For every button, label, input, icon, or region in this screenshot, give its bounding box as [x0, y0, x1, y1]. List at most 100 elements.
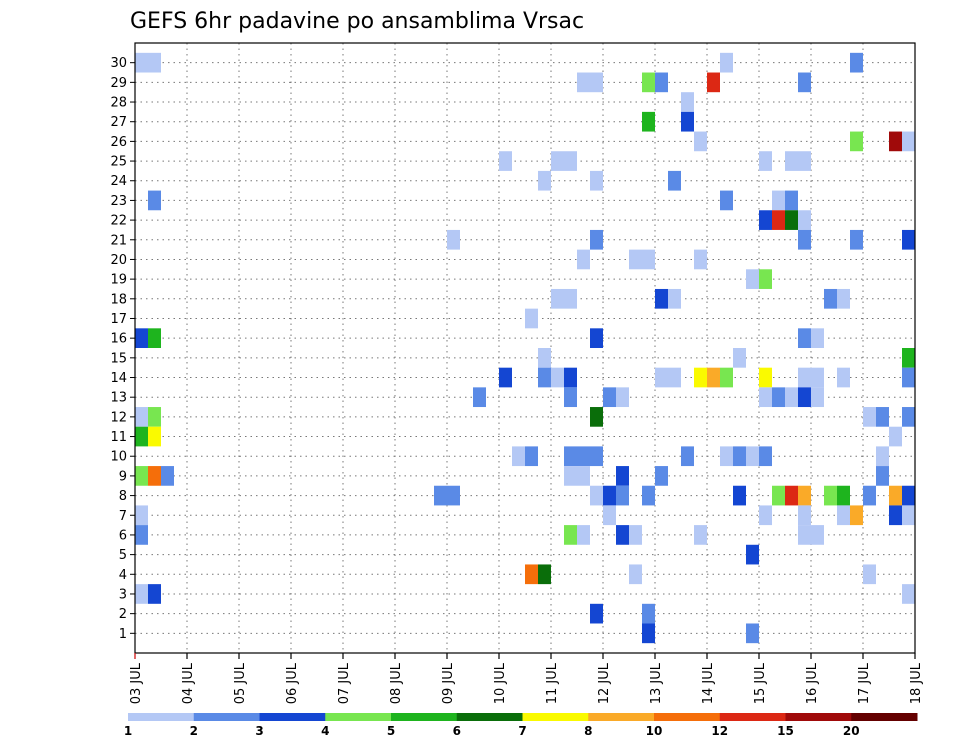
y-tick-label: 22 — [110, 214, 127, 229]
x-tick-label: 09 JUL — [441, 662, 456, 704]
colorbar-segment — [456, 713, 523, 721]
precip-cell — [759, 367, 772, 388]
precip-cell — [629, 249, 642, 270]
colorbar-label: 1 — [124, 724, 132, 738]
precip-cell — [733, 348, 746, 368]
precip-cell — [525, 308, 538, 329]
x-tick-label: 10 JUL — [493, 662, 508, 704]
precip-cell — [681, 111, 694, 132]
precip-cell — [785, 210, 798, 230]
y-tick-label: 11 — [110, 430, 127, 445]
x-tick-label: 14 JUL — [701, 662, 716, 704]
precip-cell — [850, 505, 863, 526]
precip-cell — [902, 505, 915, 526]
precip-cell — [863, 564, 876, 585]
precip-cell — [148, 190, 161, 211]
precip-cell — [603, 387, 616, 408]
precip-cell — [525, 564, 538, 585]
precip-cell — [850, 229, 863, 250]
colorbar-segment — [588, 713, 655, 721]
colorbar-label: 2 — [190, 724, 198, 738]
precip-cell — [798, 229, 811, 250]
precip-cell — [590, 446, 603, 467]
colorbar-label: 6 — [453, 724, 461, 738]
precip-cell — [746, 544, 759, 565]
precip-cell — [590, 170, 603, 191]
precip-cell — [785, 387, 798, 408]
precip-cell — [564, 525, 577, 545]
precip-cell — [746, 269, 759, 289]
y-tick-label: 29 — [110, 76, 127, 91]
colorbar-label: 7 — [518, 724, 526, 738]
precip-cell — [772, 387, 785, 408]
y-tick-label: 4 — [119, 568, 127, 583]
precip-cell — [694, 525, 707, 545]
precip-cell — [694, 249, 707, 270]
precip-cell — [902, 584, 915, 604]
x-tick-label: 04 JUL — [181, 662, 196, 704]
x-tick-label: 07 JUL — [337, 662, 352, 704]
precip-cell — [551, 367, 564, 388]
precip-cell — [902, 367, 915, 388]
precip-cell — [850, 131, 863, 152]
precip-cell — [512, 446, 525, 467]
y-tick-label: 28 — [110, 96, 127, 111]
precip-cell — [798, 525, 811, 545]
precip-cell — [811, 367, 824, 388]
precip-cell — [590, 407, 603, 427]
precip-cell — [889, 426, 902, 447]
colorbar-segment — [654, 713, 721, 721]
precip-cell — [798, 151, 811, 171]
y-tick-label: 23 — [110, 194, 127, 209]
precip-cell — [668, 170, 681, 191]
precip-cell — [135, 584, 148, 604]
precip-cell — [759, 387, 772, 408]
x-tick-label: 16 JUL — [805, 662, 820, 704]
precip-cell — [889, 131, 902, 152]
precip-cell — [837, 367, 850, 388]
precip-cell — [746, 623, 759, 644]
precip-cell — [642, 111, 655, 132]
colorbar-label: 3 — [255, 724, 263, 738]
precip-cell — [135, 466, 148, 486]
precip-cell — [564, 387, 577, 408]
precip-cell — [135, 525, 148, 545]
colorbar: 1 2 3 4 5 6 7 8 10 12 15 20 — [124, 713, 918, 738]
y-tick-label: 21 — [110, 233, 127, 248]
grid-lines — [135, 43, 915, 653]
colorbar-segment — [719, 713, 786, 721]
precip-cell — [655, 466, 668, 486]
precip-cell — [577, 525, 590, 545]
precip-cell — [824, 485, 837, 506]
y-tick-label: 8 — [119, 489, 127, 504]
precip-cell — [694, 367, 707, 388]
precip-cell — [590, 603, 603, 624]
precip-cell — [590, 72, 603, 93]
precip-cell — [759, 505, 772, 526]
precip-cell — [798, 505, 811, 526]
y-tick-label: 12 — [110, 410, 127, 425]
y-tick-label: 26 — [110, 135, 127, 150]
x-tick-label: 17 JUL — [857, 662, 872, 704]
precip-cell — [655, 72, 668, 93]
precip-cell — [720, 190, 733, 211]
precip-cell — [148, 407, 161, 427]
precip-cell — [655, 367, 668, 388]
precip-cell — [135, 328, 148, 348]
precip-cell — [798, 328, 811, 348]
precip-cell — [655, 288, 668, 309]
precip-cell — [668, 367, 681, 388]
precip-cell — [694, 131, 707, 152]
precip-cell — [564, 446, 577, 467]
y-tick-label: 14 — [110, 371, 127, 386]
precip-cell — [473, 387, 486, 408]
colorbar-segment — [193, 713, 260, 721]
precip-cell — [863, 407, 876, 427]
precip-cell — [538, 564, 551, 585]
precip-cell — [759, 151, 772, 171]
colorbar-label: 5 — [387, 724, 395, 738]
precip-cell — [902, 407, 915, 427]
y-tick-label: 18 — [110, 292, 127, 307]
precip-cell — [148, 584, 161, 604]
